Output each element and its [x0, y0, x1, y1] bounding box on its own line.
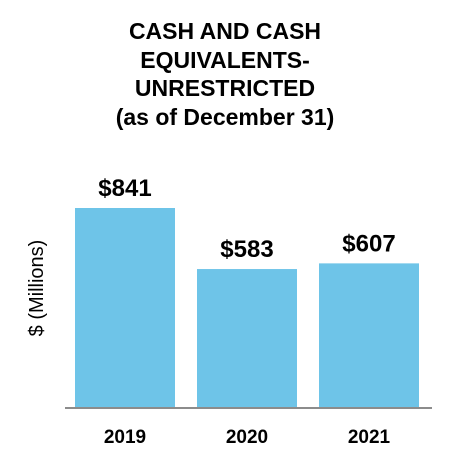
chart-title-line-3: UNRESTRICTED	[134, 75, 316, 101]
category-label-2019: 2019	[104, 427, 146, 448]
chart-title-line-1: CASH AND CASH	[128, 18, 322, 44]
category-label-2020: 2020	[226, 427, 268, 448]
category-label-2021: 2021	[348, 427, 391, 448]
chart-title-line-4: (as of December 31)	[115, 103, 335, 130]
bar-2021	[319, 263, 419, 407]
value-label-2019: $841	[98, 175, 151, 202]
y-axis-label: $ (Millions)	[26, 240, 48, 337]
bar-2020	[197, 269, 297, 407]
value-label-2021: $607	[342, 230, 395, 257]
bars-layer: $841 2019 $583 2020 $607 2021	[75, 175, 419, 448]
chart-title: CASH AND CASH EQUIVALENTS- UNRESTRICTED …	[0, 17, 450, 131]
bar-2019	[75, 208, 175, 407]
chart-title-line-2: EQUIVALENTS-	[140, 46, 310, 73]
value-label-2020: $583	[220, 236, 273, 263]
